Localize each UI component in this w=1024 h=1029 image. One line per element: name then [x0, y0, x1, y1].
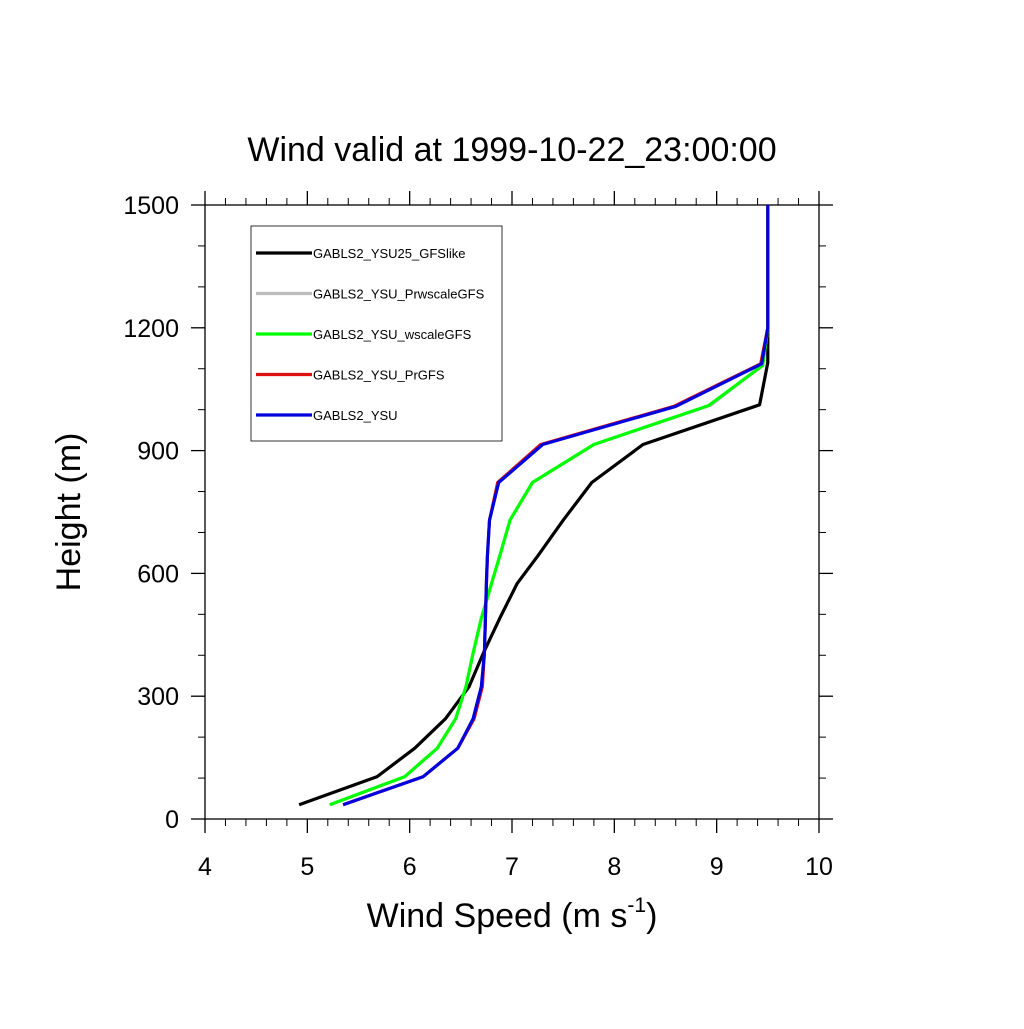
series-line-1 — [298, 205, 770, 807]
y-axis-label: Height (m) — [50, 433, 88, 592]
y-tick-label: 1500 — [123, 192, 179, 220]
legend-items: GABLS2_YSU25_GFSlike GABLS2_YSU_PrwscaleG… — [256, 246, 485, 423]
y-tick-label: 0 — [165, 806, 179, 834]
x-tick-label: 9 — [710, 853, 724, 881]
axis-ticks — [191, 191, 833, 833]
x-tick-label: 6 — [403, 853, 417, 881]
legend: GABLS2_YSU25_GFSlike GABLS2_YSU_PrwscaleG… — [250, 225, 503, 442]
legend-label-1: GABLS2_YSU25_GFSlike — [313, 246, 465, 261]
x-tick-label: 7 — [505, 853, 519, 881]
series-line-5 — [342, 205, 770, 807]
x-axis-label-superscript: -1 — [627, 894, 646, 917]
legend-label-5: GABLS2_YSU — [313, 408, 398, 423]
x-tick-label: 8 — [607, 853, 621, 881]
x-tick-label: 10 — [805, 853, 833, 881]
y-tick-label: 300 — [137, 683, 179, 711]
legend-label-2: GABLS2_YSU_PrwscaleGFS — [313, 287, 485, 302]
legend-label-4: GABLS2_YSU_PrGFS — [313, 368, 445, 383]
x-tick-label: 4 — [198, 853, 212, 881]
x-tick-label: 5 — [300, 853, 314, 881]
y-tick-label: 1200 — [123, 315, 179, 343]
y-axis-tick-labels: 0 300 600 900 1200 1500 — [123, 192, 179, 834]
x-axis-label: Wind Speed (m s-1) — [367, 894, 658, 935]
legend-label-3: GABLS2_YSU_wscaleGFS — [313, 327, 472, 342]
chart-title: Wind valid at 1999-10-22_23:00:00 — [247, 131, 776, 169]
series-layer — [298, 205, 770, 807]
series-line-3 — [329, 205, 770, 807]
x-axis-label-main: Wind Speed (m s — [367, 897, 628, 935]
x-axis-tick-labels: 4 5 6 7 8 9 10 — [198, 853, 833, 881]
y-tick-label: 900 — [137, 438, 179, 466]
y-tick-label: 600 — [137, 560, 179, 588]
x-axis-label-end: ) — [646, 897, 657, 935]
